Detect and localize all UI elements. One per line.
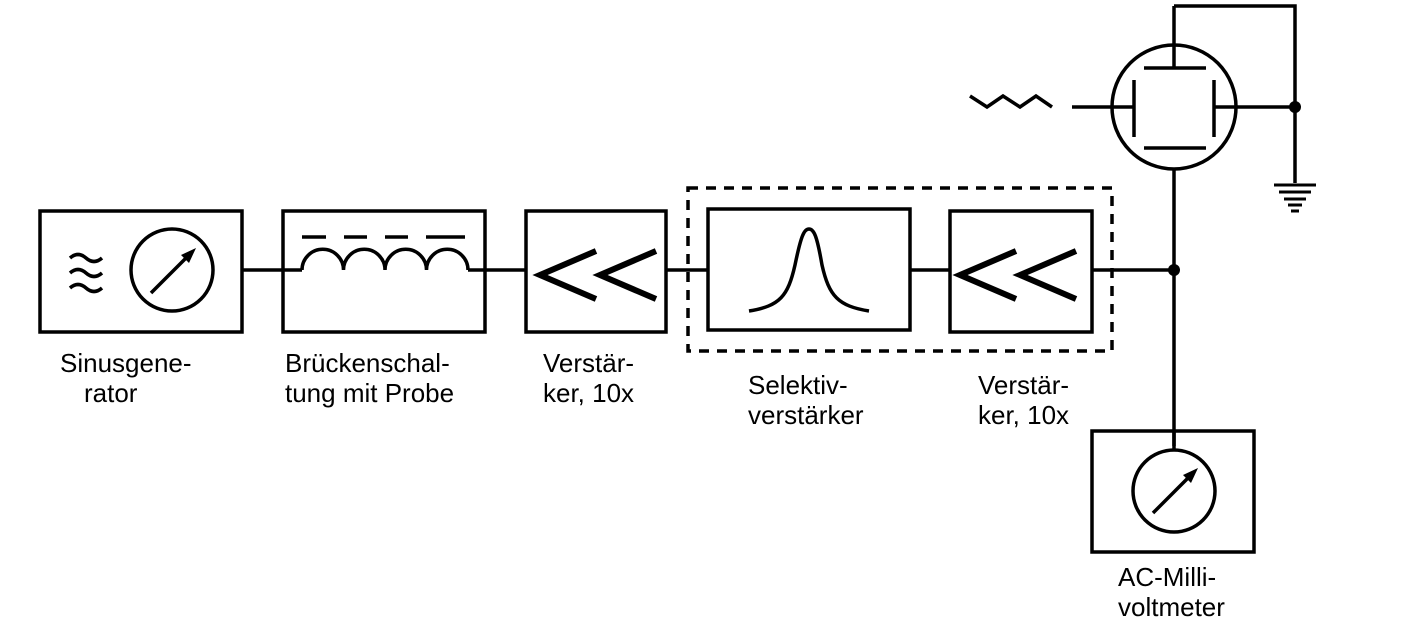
sine-generator-label: Sinusgene- rator	[60, 348, 192, 408]
label-line: AC-Milli-	[1118, 562, 1217, 592]
label-line: tung mit Probe	[285, 378, 455, 408]
selective-amplifier-block	[706, 207, 912, 332]
resonance-peak-icon	[748, 227, 870, 313]
amplifier-chevrons-icon	[532, 248, 658, 302]
ground-icon	[1274, 183, 1316, 213]
label-line: Selektiv-	[748, 370, 848, 400]
amplifier-1-block	[524, 209, 668, 334]
amplifier-chevrons-icon	[952, 248, 1078, 302]
sine-wave-icon	[68, 252, 104, 294]
ac-millivoltmeter-label: AC-Milli- voltmeter	[1118, 562, 1225, 622]
bridge-block	[281, 209, 487, 334]
sine-generator-block	[38, 209, 244, 334]
bridge-label: Brückenschal- tung mit Probe	[285, 348, 454, 408]
meter-dial-icon	[129, 227, 215, 313]
selective-amplifier-label: Selektiv- verstärker	[748, 370, 864, 430]
signal-zigzag-icon	[969, 93, 1053, 110]
label-line: rator	[84, 378, 138, 408]
wire	[1174, 4, 1297, 183]
amplifier-1-label: Verstär- ker, 10x	[543, 348, 634, 408]
label-line: verstärker	[748, 400, 864, 430]
inductor-coil-icon	[300, 235, 470, 271]
ac-millivoltmeter-block	[1090, 429, 1256, 554]
selective-amplifier-box	[706, 207, 912, 332]
label-line: voltmeter	[1118, 592, 1225, 622]
junction-dot	[1168, 264, 1180, 276]
amplifier-2-block	[948, 209, 1094, 334]
bridge-box	[281, 209, 487, 334]
label-line: Brückenschal-	[285, 348, 450, 378]
amplifier-2-label: Verstär- ker, 10x	[978, 370, 1069, 430]
electron-tube-icon	[1072, 6, 1295, 171]
label-line: Sinusgene-	[60, 348, 192, 378]
label-line: ker, 10x	[543, 378, 635, 408]
meter-dial-icon	[1131, 448, 1217, 534]
label-line: ker, 10x	[978, 400, 1070, 430]
label-line: Verstär-	[978, 370, 1070, 400]
label-line: Verstär-	[543, 348, 635, 378]
junction-dot	[1289, 101, 1301, 113]
